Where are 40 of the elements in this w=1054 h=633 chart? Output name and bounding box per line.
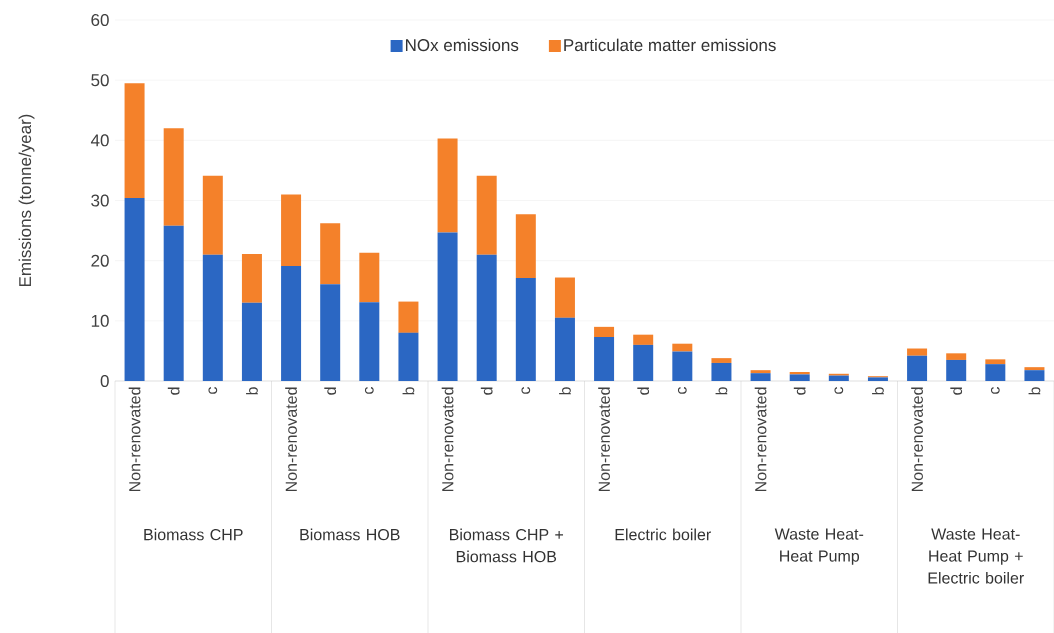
y-tick-label: 50 [91, 74, 109, 87]
text: Waste Heat-Heat Pump + Electric boiler [928, 528, 1024, 584]
x-tick-label: c [677, 386, 687, 394]
legend-label: Particulate matter emissions [564, 38, 776, 52]
y-tick-label: 10 [91, 314, 109, 327]
x-tick-label: Non-renovated [285, 387, 297, 492]
x-tick-label: c [990, 386, 1000, 394]
text: Biomass HOB [300, 528, 400, 541]
x-tick-label: b [1028, 387, 1041, 395]
x-tick-label: d [167, 387, 180, 395]
x-tick-label: Non-renovated [754, 387, 767, 492]
legend-label: NOx emissions [405, 38, 519, 52]
text: Biomass CHP [144, 528, 243, 541]
y-tick-label: 20 [91, 254, 109, 267]
x-tick-label: d [637, 387, 650, 395]
x-tick-label: b [872, 387, 884, 395]
x-tick-label: Non-renovated [128, 387, 141, 492]
x-tick-label: c [364, 386, 374, 394]
text: Biomass CHP + Biomass HOB [450, 528, 564, 563]
text: Waste Heat-Heat Pump [774, 528, 864, 565]
y-axis-title: Emissions (tonne/year) [18, 114, 35, 287]
y-tick-label: 0 [100, 374, 109, 388]
y-tick-label: 40 [90, 134, 109, 147]
x-tick-label: Non-renovated [911, 387, 923, 492]
x-tick-label: b [246, 387, 258, 395]
x-tick-label: Non-renovated [598, 387, 610, 492]
x-tick-label: Non-renovated [441, 387, 454, 492]
x-tick-label: b [559, 387, 571, 395]
y-tick-label: 60 [91, 13, 109, 27]
text: Electric boiler [615, 528, 711, 541]
x-tick-label: c [521, 386, 531, 394]
x-tick-label: c [834, 386, 844, 394]
x-tick-label: c [208, 386, 218, 394]
x-tick-label: d [950, 387, 963, 395]
x-tick-label: d [480, 387, 493, 395]
x-tick-label: b [715, 387, 728, 395]
y-tick-label: 30 [91, 194, 109, 207]
x-tick-label: d [324, 387, 337, 395]
x-tick-label: b [402, 387, 415, 395]
x-tick-label: d [793, 387, 806, 395]
